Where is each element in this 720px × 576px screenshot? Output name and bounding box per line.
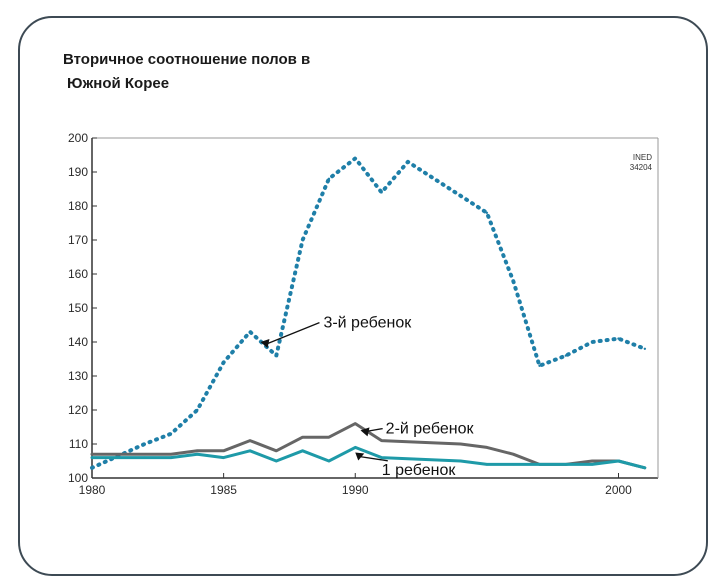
annotation-arrow-second-child: [366, 427, 383, 433]
data-point-third-child: [564, 354, 568, 357]
annotation-label-first-child: 1 ребенок: [382, 462, 457, 479]
annotation-arrowhead-third-child: [260, 339, 270, 348]
data-point-first-child: [564, 463, 568, 466]
y-tick-label: 110: [69, 437, 88, 451]
y-tick-label: 180: [68, 199, 88, 213]
data-point-first-child: [485, 463, 489, 466]
slide-title-line-2: Южной Корее: [67, 75, 170, 92]
data-point-second-child: [275, 449, 278, 452]
data-point-first-child: [643, 466, 647, 469]
data-point-third-child: [406, 160, 410, 163]
y-tick-label: 120: [68, 403, 88, 417]
data-point-second-child: [301, 436, 304, 439]
data-point-third-child: [90, 466, 94, 469]
data-point-third-child: [459, 194, 462, 197]
data-point-first-child: [512, 463, 515, 466]
x-tick-label: 2000: [605, 483, 632, 497]
data-point-third-child: [538, 364, 541, 367]
y-tick-label: 100: [68, 471, 88, 485]
data-point-second-child: [90, 453, 94, 456]
data-point-first-child: [222, 456, 225, 459]
sex-ratio-line-chart: 100 110 120 130 140 150 160 170 180 190 200 1980 198…: [68, 131, 659, 497]
data-point-second-child: [222, 449, 225, 452]
data-point-third-child: [169, 432, 173, 435]
data-point-third-child: [275, 354, 278, 357]
data-point-second-child: [485, 446, 489, 449]
data-point-second-child: [512, 453, 515, 456]
data-point-third-child: [301, 238, 304, 242]
corner-label: 34204: [630, 163, 653, 172]
annotation-arrow-first-child: [359, 455, 388, 462]
slide-title-line-1: Вторичное соотношение полов в: [63, 51, 311, 68]
data-point-second-child: [380, 439, 383, 442]
annotation-label-second-child: 2-й ребенок: [386, 421, 475, 438]
y-tick-label: 170: [68, 233, 88, 247]
data-point-second-child: [354, 422, 357, 425]
data-point-first-child: [90, 456, 94, 459]
data-point-third-child: [590, 340, 594, 344]
data-point-third-child: [643, 347, 647, 350]
x-tick-label: 1985: [210, 483, 237, 497]
annotation-label-third-child: 3-й ребенок: [323, 315, 412, 332]
slide-title: Вторичное соотношение полов в Южной Коре…: [63, 48, 483, 96]
data-point-first-child: [275, 459, 278, 463]
data-point-third-child: [143, 442, 146, 446]
annotation-arrow-third-child: [266, 321, 320, 345]
y-tick-label: 190: [68, 165, 88, 179]
y-tick-label: 130: [68, 369, 88, 383]
x-tick-label: 1990: [342, 483, 369, 497]
series-line-third-child: [90, 156, 647, 470]
data-point-second-child: [143, 453, 146, 456]
data-point-second-child: [248, 439, 252, 442]
data-point-third-child: [196, 408, 199, 412]
data-point-first-child: [617, 459, 620, 463]
data-point-second-child: [590, 459, 594, 463]
data-point-third-child: [354, 157, 357, 160]
data-point-second-child: [459, 442, 462, 446]
data-point-third-child: [617, 337, 620, 340]
corner-label: INED: [633, 153, 652, 162]
data-point-first-child: [590, 463, 594, 466]
data-point-first-child: [301, 449, 304, 452]
data-point-third-child: [327, 177, 331, 180]
data-point-first-child: [354, 446, 357, 449]
data-point-third-child: [248, 330, 252, 333]
data-point-second-child: [169, 453, 173, 456]
data-point-first-child: [538, 463, 541, 466]
annotation-arrowhead-first-child: [355, 452, 365, 461]
data-point-first-child: [169, 456, 173, 459]
x-tick-label: 1980: [79, 483, 106, 497]
data-point-third-child: [222, 361, 225, 364]
data-point-first-child: [196, 453, 199, 456]
data-point-first-child: [327, 459, 331, 463]
data-point-first-child: [380, 456, 383, 459]
slide-frame: [18, 16, 708, 576]
data-point-third-child: [512, 279, 515, 282]
annotation-arrowhead-second-child: [360, 427, 370, 437]
y-tick-label: 140: [68, 335, 88, 349]
data-point-first-child: [459, 459, 462, 463]
y-tick-label: 160: [68, 267, 88, 281]
data-point-second-child: [327, 436, 331, 439]
data-point-third-child: [380, 191, 383, 194]
data-point-first-child: [143, 456, 146, 459]
y-tick-label: 200: [68, 131, 88, 145]
y-tick-label: 150: [68, 301, 88, 315]
data-point-second-child: [196, 449, 199, 452]
data-point-third-child: [485, 211, 489, 214]
data-point-first-child: [248, 449, 252, 452]
